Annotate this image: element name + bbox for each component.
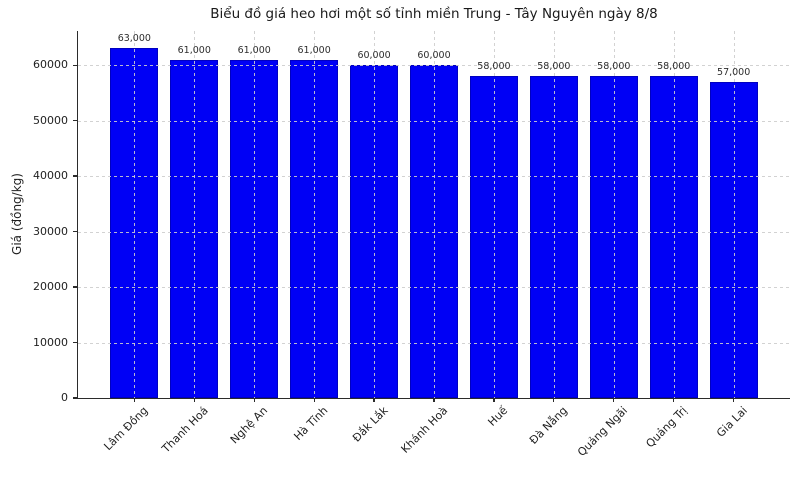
bar-value-label: 61,000: [177, 44, 211, 56]
x-tick-mark: [613, 398, 615, 402]
bar-value-label: 60,000: [357, 50, 391, 62]
y-tick-mark: [73, 120, 78, 122]
x-tick-mark: [493, 398, 495, 402]
bar-value-label: 60,000: [417, 50, 451, 62]
x-tick-mark: [373, 398, 375, 402]
x-tick-mark: [193, 398, 195, 402]
bar-value-label: 61,000: [237, 44, 271, 56]
x-tick-label: Thanh Hoá: [159, 404, 211, 456]
v-gridline: [673, 31, 675, 398]
y-tick-label: 50000: [33, 113, 68, 127]
v-gridline: [553, 31, 555, 398]
bar-value-label: 63,000: [117, 33, 151, 45]
bar-value-label: 61,000: [297, 44, 331, 56]
x-tick-label: Gia Lai: [713, 404, 750, 440]
x-tick-mark: [673, 398, 675, 402]
x-tick-mark: [733, 398, 735, 402]
v-gridline: [134, 31, 136, 398]
x-axis: [77, 398, 790, 400]
x-tick-label: Quảng Ngãi: [574, 404, 631, 460]
bar: [589, 76, 638, 398]
bar-value-label: 58,000: [537, 61, 571, 73]
x-tick-label: Đà Nẵng: [527, 404, 571, 447]
y-axis-label: Giá (đồng/kg): [10, 173, 24, 255]
x-tick-mark: [433, 398, 435, 402]
y-tick-label: 10000: [33, 335, 68, 349]
y-tick-label: 60000: [33, 58, 68, 72]
y-tick-label: 0: [61, 391, 68, 404]
x-tick-mark: [133, 398, 135, 402]
bar-value-label: 58,000: [597, 61, 631, 73]
y-tick-mark: [73, 175, 78, 177]
y-tick-mark: [73, 286, 78, 288]
bar-value-label: 57,000: [717, 66, 751, 78]
v-gridline: [194, 31, 196, 398]
x-tick-label: Lâm Đồng: [101, 404, 151, 454]
y-tick-mark: [73, 341, 78, 344]
bar: [170, 59, 219, 398]
x-tick-label: Khánh Hoà: [398, 404, 451, 456]
y-tick-label: 40000: [33, 169, 68, 183]
bar-value-label: 58,000: [477, 61, 511, 73]
x-tick-label: Nghệ An: [228, 404, 271, 447]
x-tick-mark: [553, 398, 555, 402]
v-gridline: [314, 31, 316, 398]
y-tick-label: 30000: [33, 224, 68, 238]
y-tick-mark: [73, 230, 78, 233]
x-tick-label: Hà Tĩnh: [291, 404, 331, 444]
v-gridline: [254, 31, 256, 398]
y-axis: [77, 31, 79, 399]
chart-title: Biểu đồ giá heo hơi một số tỉnh miền Tru…: [210, 6, 658, 22]
x-tick-label: Quảng Trị: [643, 404, 690, 451]
v-gridline: [374, 31, 376, 398]
v-gridline: [434, 31, 435, 398]
x-tick-label: Đắk Lắk: [349, 404, 391, 445]
x-tick-mark: [313, 398, 315, 402]
v-gridline: [733, 31, 735, 398]
x-tick-mark: [253, 398, 255, 402]
x-tick-label: Huế: [485, 404, 511, 429]
y-tick-mark: [73, 64, 78, 66]
y-tick-label: 20000: [33, 280, 68, 294]
v-gridline: [613, 31, 615, 398]
y-tick-mark: [73, 397, 78, 399]
v-gridline: [493, 31, 495, 398]
bar-value-label: 58,000: [657, 61, 691, 73]
